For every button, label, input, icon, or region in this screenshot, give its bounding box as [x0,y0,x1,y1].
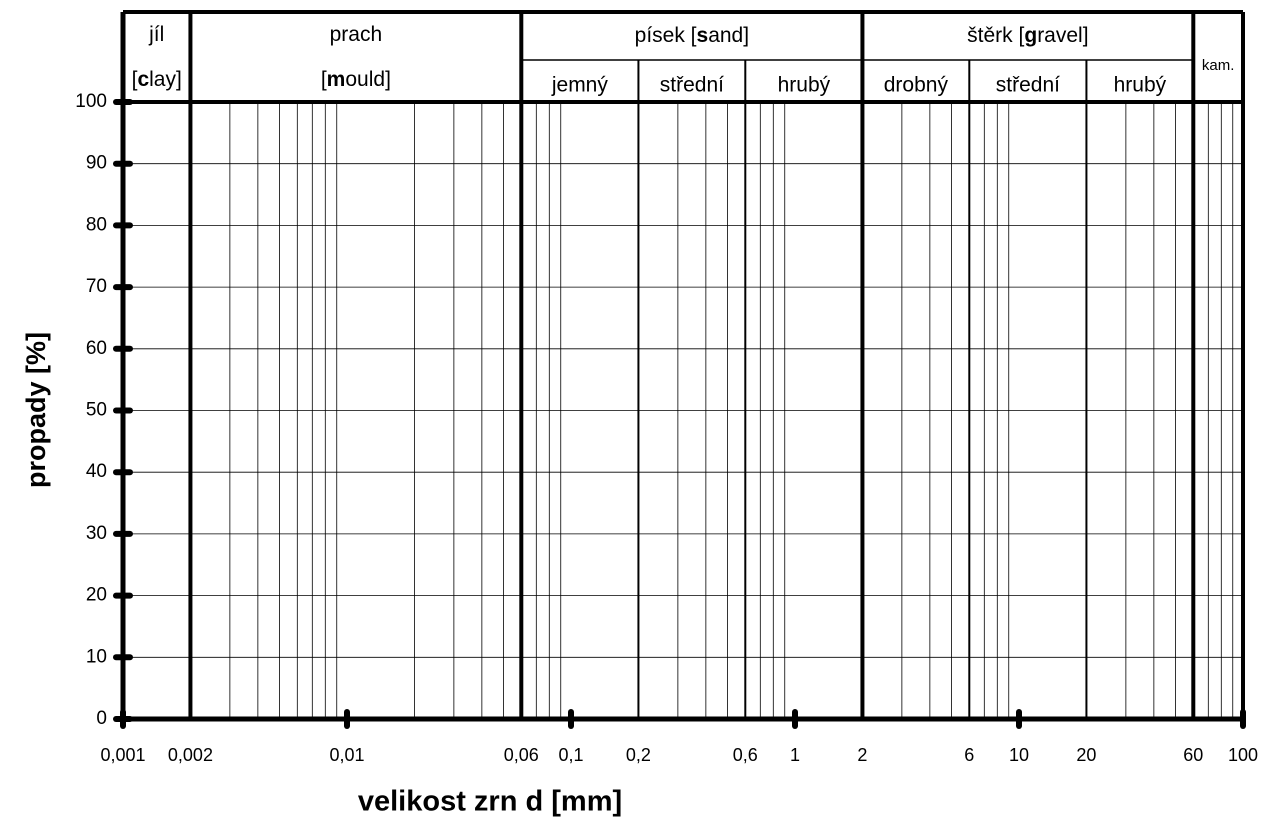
zone-label-part: [ [321,68,327,91]
x-tick-label: 0,002 [168,745,213,765]
x-axis-label: velikost zrn d [mm] [358,786,622,818]
zone-label-part: lay] [149,68,182,91]
x-tick-label: 2 [857,745,867,765]
y-tick-label: 30 [86,523,107,544]
y-tick-label: 50 [86,400,107,421]
zone-label: jíl [148,23,164,46]
x-tick-label: 20 [1076,745,1096,765]
zone-label-part: [ [132,68,138,91]
zone-label: kam. [1202,57,1235,74]
x-tick-label: 6 [964,745,974,765]
y-axis-label: propady [%] [21,332,51,488]
y-tick-label: 0 [96,708,107,729]
zone-label-part: ould] [345,68,391,91]
y-tick-label: 20 [86,585,107,606]
zone-label: [clay] [132,68,182,91]
x-tick-label: 100 [1228,745,1258,765]
y-tick-label: 70 [86,276,107,297]
y-tick-label: 60 [86,338,107,359]
y-tick-label: 10 [86,646,107,667]
y-tick-label: 90 [86,153,107,174]
subzone-label: střední [660,74,724,97]
x-tick-label: 0,1 [558,745,583,765]
zone-label-part: ravel] [1037,24,1088,47]
zone-label: písek [sand] [635,24,749,47]
x-tick-label: 0,06 [504,745,539,765]
y-tick-label: 40 [86,461,107,482]
subzone-label: hrubý [778,74,831,97]
subzone-label: hrubý [1114,74,1167,97]
x-tick-label: 0,001 [100,745,145,765]
x-tick-label: 0,6 [733,745,758,765]
zone-label-part: s [697,24,709,47]
x-tick-label: 60 [1183,745,1203,765]
zone-label: štěrk [gravel] [967,24,1088,47]
zone-label: prach [330,23,383,46]
zone-label-part: c [137,68,149,91]
zone-label-part: m [327,68,346,91]
x-tick-label: 0,2 [626,745,651,765]
zone-label-part: and] [708,24,749,47]
zone-label-part: jíl [148,23,164,46]
zone-label-part: kam. [1202,57,1235,74]
zone-label-part: g [1024,24,1037,47]
y-tick-label: 80 [86,214,107,235]
x-tick-label: 10 [1009,745,1029,765]
zone-label-part: písek [ [635,24,697,47]
x-tick-label: 1 [790,745,800,765]
subzone-label: střední [996,74,1060,97]
x-tick-label: 0,01 [329,745,364,765]
subzone-label: jemný [551,74,609,97]
zone-label-part: štěrk [ [967,24,1024,47]
zone-label: [mould] [321,68,391,91]
y-tick-label: 100 [75,91,107,112]
zone-label-part: prach [330,23,383,46]
subzone-label: drobný [884,74,949,97]
